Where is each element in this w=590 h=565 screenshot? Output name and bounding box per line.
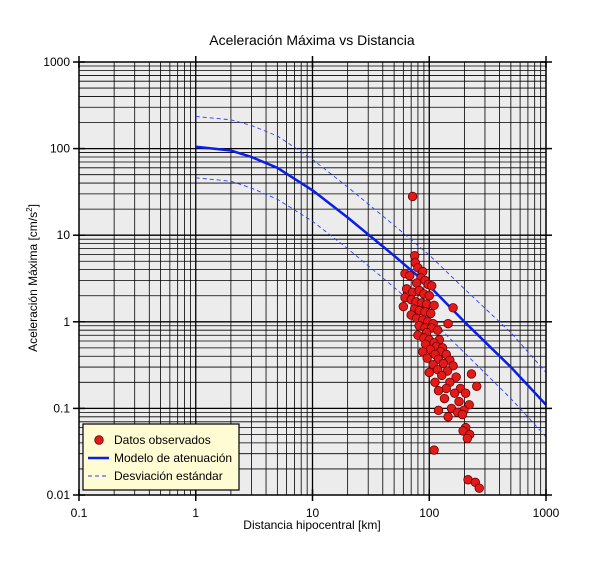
x-tick-label: 1 xyxy=(192,506,199,520)
data-point xyxy=(437,370,447,381)
attenuation-model-line xyxy=(195,145,547,406)
std-dev-upper-line xyxy=(195,116,547,373)
legend-label-model: Modelo de atenuación xyxy=(114,451,232,465)
x-tick-label: 100 xyxy=(419,506,439,520)
data-point xyxy=(448,303,458,313)
data-point xyxy=(441,383,452,394)
data-point xyxy=(438,358,449,369)
y-tick-label: 1 xyxy=(63,315,70,329)
data-point xyxy=(474,483,484,493)
std-dev-lower-line xyxy=(195,177,547,438)
y-tick-label: 1000 xyxy=(43,55,70,69)
data-point xyxy=(433,386,444,396)
data-point xyxy=(457,409,468,420)
data-point xyxy=(466,369,477,379)
data-point xyxy=(472,381,482,391)
legend-marker-observed xyxy=(94,435,104,445)
legend: Datos observados Modelo de atenuación De… xyxy=(82,423,240,491)
data-point xyxy=(439,393,450,404)
data-point xyxy=(424,291,434,301)
y-tick-label: 0.01 xyxy=(47,488,71,502)
y-axis-label-sup: 2 xyxy=(25,207,34,212)
data-point xyxy=(418,347,428,357)
y-tick-label: 10 xyxy=(57,228,71,242)
x-tick-label: 0.1 xyxy=(71,506,88,520)
chart-title: Aceleración Máxima vs Distancia xyxy=(209,32,415,48)
y-tick-label: 100 xyxy=(50,142,70,156)
data-point xyxy=(430,377,440,388)
data-point xyxy=(449,388,460,398)
data-point xyxy=(443,319,453,329)
data-point xyxy=(462,433,473,444)
data-point xyxy=(405,271,415,281)
data-point xyxy=(451,372,461,382)
y-tick-label: 0.1 xyxy=(53,401,70,415)
data-point xyxy=(432,325,443,335)
x-axis-label: Distancia hipocentral [km] xyxy=(243,518,380,532)
data-point xyxy=(460,388,471,398)
line-layer xyxy=(195,116,547,438)
y-axis-label-main: Aceleración Máxima [cm/s xyxy=(26,212,40,352)
y-axis-label-end: ] xyxy=(26,204,40,207)
data-point xyxy=(433,405,444,416)
x-tick-label: 1000 xyxy=(533,506,560,520)
data-point xyxy=(422,353,432,363)
data-point xyxy=(424,367,434,378)
data-point xyxy=(398,301,409,312)
data-point xyxy=(427,281,437,291)
data-point xyxy=(429,300,439,311)
point-layer xyxy=(398,191,484,493)
data-point xyxy=(454,396,464,407)
data-point xyxy=(443,412,453,422)
x-tick-label: 10 xyxy=(306,506,320,520)
data-point xyxy=(426,308,436,319)
data-point xyxy=(429,445,439,455)
data-point xyxy=(407,191,418,202)
legend-label-observed: Datos observados xyxy=(114,433,211,447)
y-axis-label: Aceleración Máxima [cm/s2] xyxy=(25,204,40,352)
legend-label-std: Desviación estándar xyxy=(114,469,223,483)
